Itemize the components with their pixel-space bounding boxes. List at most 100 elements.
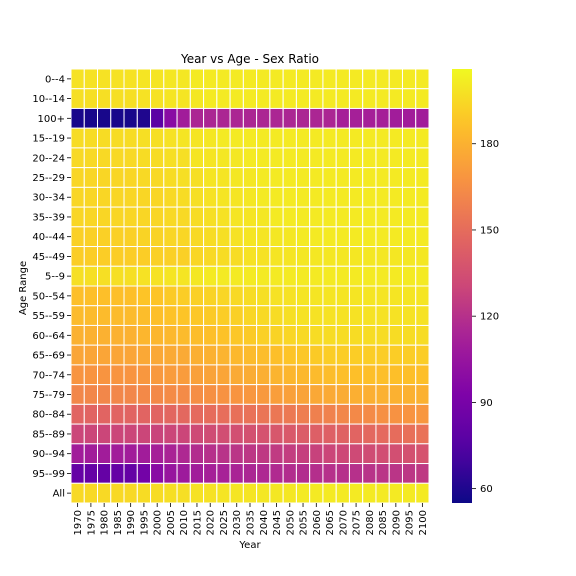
heatmap-cell: [70, 206, 85, 228]
heatmap-cell: [150, 324, 165, 346]
heatmap-cell: [97, 443, 112, 465]
heatmap-cell: [163, 186, 178, 208]
heatmap-cell: [256, 147, 271, 169]
heatmap-cell: [415, 68, 430, 90]
x-tick-label: 1975: [86, 510, 97, 535]
heatmap-cell: [335, 384, 350, 405]
heatmap-cell: [309, 107, 324, 129]
heatmap-cell: [110, 443, 125, 465]
heatmap-cell: [401, 107, 417, 129]
heatmap-cell: [295, 344, 311, 366]
heatmap-cell: [282, 463, 297, 484]
heatmap-cell: [375, 107, 390, 129]
heatmap-cell: [70, 324, 85, 346]
x-tick-label: 1970: [73, 510, 84, 535]
y-tick-label: 60--64: [32, 331, 65, 342]
heatmap-cell: [295, 305, 311, 326]
heatmap-cell: [375, 68, 390, 90]
heatmap-cell: [110, 68, 125, 90]
heatmap-cell: [242, 206, 258, 228]
y-tick-label: 40--44: [32, 232, 65, 243]
heatmap-cell: [150, 186, 165, 208]
heatmap-cell: [163, 423, 178, 445]
heatmap-cell: [70, 186, 85, 208]
heatmap-cell: [362, 246, 377, 267]
heatmap-cell: [269, 265, 284, 287]
heatmap-cell: [242, 88, 258, 109]
heatmap-cell: [348, 324, 364, 346]
heatmap-cell: [136, 68, 152, 90]
heatmap-cell: [216, 147, 231, 169]
heatmap-cell: [375, 147, 390, 169]
heatmap-cell: [401, 384, 417, 405]
heatmap-cell: [83, 186, 99, 208]
heatmap-cell: [150, 206, 165, 228]
heatmap-cell: [97, 403, 112, 425]
heatmap-cell: [335, 463, 350, 484]
heatmap-cell: [335, 305, 350, 326]
heatmap-cell: [415, 344, 430, 366]
heatmap-cell: [123, 167, 138, 188]
heatmap-cell: [216, 68, 231, 90]
heatmap-cell: [415, 127, 430, 149]
heatmap-cell: [322, 384, 337, 405]
heatmap-cell: [362, 167, 377, 188]
x-tick-label: 2100: [418, 510, 429, 535]
heatmap-cell: [309, 186, 324, 208]
heatmap-cell: [309, 384, 324, 405]
heatmap-cell: [242, 226, 258, 248]
heatmap-cell: [163, 384, 178, 405]
heatmap-cell: [322, 324, 337, 346]
heatmap-cell: [189, 206, 205, 228]
heatmap-cell: [388, 443, 403, 465]
heatmap-cell: [269, 443, 284, 465]
heatmap-cell: [269, 147, 284, 169]
y-tick-labels: 0--4 10--14 100+ 15--19 20--24 25--29 30--34 35…: [32, 74, 71, 500]
heatmap-cell: [335, 265, 350, 287]
heatmap-cell: [136, 463, 152, 484]
heatmap-cell: [150, 344, 165, 366]
heatmap-cell: [176, 403, 191, 425]
heatmap-cell: [203, 364, 218, 386]
heatmap-cell: [189, 364, 205, 386]
heatmap-cell: [362, 68, 377, 90]
heatmap-cell: [256, 364, 271, 386]
heatmap-cell: [123, 305, 138, 326]
heatmap-cell: [229, 384, 244, 405]
heatmap-cell: [256, 324, 271, 346]
heatmap-cell: [309, 463, 324, 484]
heatmap-cell: [70, 226, 85, 248]
colorbar: [452, 69, 472, 503]
heatmap-cell: [176, 344, 191, 366]
x-tick-label: 1995: [139, 510, 150, 535]
heatmap-cell: [97, 186, 112, 208]
heatmap-cell: [229, 265, 244, 287]
heatmap-cell: [256, 344, 271, 366]
heatmap-cell: [163, 305, 178, 326]
heatmap-cell: [189, 305, 205, 326]
heatmap-cell: [375, 305, 390, 326]
heatmap-cell: [176, 206, 191, 228]
heatmap-cell: [110, 364, 125, 386]
heatmap-cell: [375, 384, 390, 405]
y-tick-label: 75--79: [32, 390, 65, 401]
heatmap-cell: [97, 324, 112, 346]
heatmap-cell: [415, 265, 430, 287]
heatmap-cell: [335, 167, 350, 188]
heatmap-cell: [203, 285, 218, 307]
heatmap-cell: [163, 246, 178, 267]
heatmap-cell: [189, 186, 205, 208]
heatmap-cell: [97, 364, 112, 386]
heatmap-cell: [309, 167, 324, 188]
heatmap-cell: [335, 246, 350, 267]
heatmap-cell: [163, 265, 178, 287]
heatmap-cell: [203, 324, 218, 346]
heatmap-cell: [375, 265, 390, 287]
heatmap-cell: [110, 344, 125, 366]
heatmap-cell: [415, 186, 430, 208]
heatmap-cell: [269, 127, 284, 149]
heatmap-cell: [203, 107, 218, 129]
heatmap-cell: [415, 285, 430, 307]
heatmap-cell: [415, 206, 430, 228]
heatmap-cell: [176, 167, 191, 188]
